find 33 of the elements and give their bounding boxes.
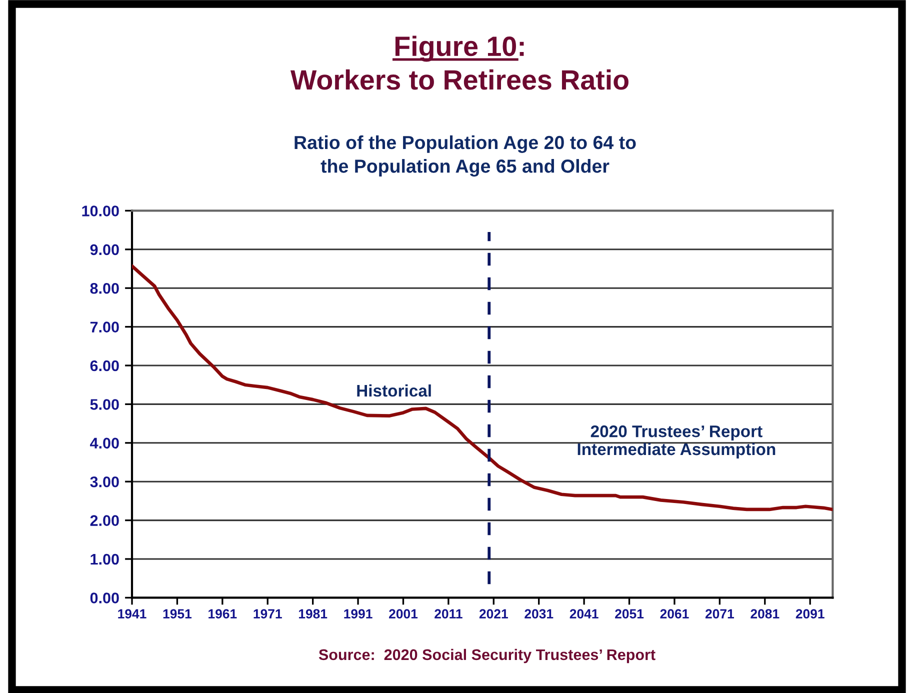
y-tick-label: 7.00 [90,322,119,332]
y-tick-label: 1.00 [90,554,119,565]
x-tick-label: 1941 [118,609,146,619]
chart-subtitle: Ratio of the Population Age 20 to 64 to the Population Age 65 and Older [294,135,636,177]
y-tick-label: 6.00 [90,360,119,372]
x-tick-label: 2061 [660,609,689,619]
y-tick-label: 2.00 [90,515,119,526]
x-tick-label: 1981 [298,609,328,619]
x-tick-label: 2051 [615,609,644,619]
annotation: Historical [357,384,431,397]
source-note: Source: 2020 Social Security Trustees’ Report [318,648,656,664]
line-series [132,264,833,512]
x-tick-label: 2001 [389,609,418,619]
y-tick-label: 9.00 [90,244,119,256]
x-tick-label: 2081 [750,609,780,619]
x-tick-label: 2071 [705,609,734,619]
annotation: 2020 Trustees’ Report Intermediate Assumption [578,425,776,458]
x-tick-label: 1951 [163,609,192,619]
x-tick-label: 2091 [796,609,824,619]
x-tick-label: 2011 [434,609,462,619]
chart-title: Figure 10: Workers to Retirees Ratio [290,36,628,90]
y-tick-label: 10.00 [82,206,119,216]
x-tick-label: 1961 [208,609,237,619]
y-tick-label: 5.00 [90,399,119,410]
x-tick-label: 1991 [344,609,372,619]
x-tick-label: 2021 [479,609,508,619]
x-tick-label: 2031 [524,609,554,619]
y-tick-label: 4.00 [90,438,119,449]
x-tick-label: 1971 [254,609,282,619]
x-tick-label: 2041 [570,609,598,619]
y-tick-label: 8.00 [90,282,119,294]
y-tick-label: 3.00 [90,476,119,488]
y-tick-label: 0.00 [90,592,119,604]
